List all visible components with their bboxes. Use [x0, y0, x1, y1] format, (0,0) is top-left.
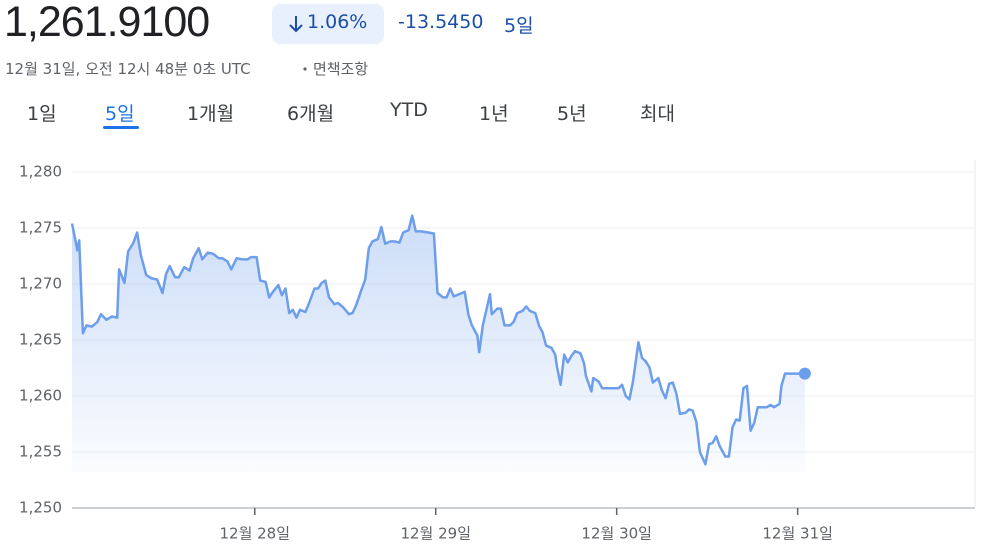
separator-dot — [303, 67, 307, 71]
y-tick-label: 1,260 — [19, 387, 62, 405]
change-period: 5일 — [504, 15, 534, 37]
x-tick-label: 12월 29일 — [400, 525, 471, 543]
price: 1,261.9100 — [4, 0, 210, 46]
y-tick-label: 1,250 — [19, 499, 62, 517]
range-tab[interactable]: 최대 — [640, 103, 675, 125]
x-tick-label: 12월 30일 — [581, 525, 652, 543]
range-tab[interactable]: 1일 — [27, 103, 57, 125]
down-arrow-icon — [289, 16, 303, 33]
y-tick-label: 1,265 — [19, 331, 62, 349]
y-tick-label: 1,275 — [19, 219, 62, 237]
y-tick-label: 1,255 — [19, 443, 62, 461]
disclaimer-link[interactable]: 면책조항 — [313, 60, 369, 78]
change-badge — [272, 4, 384, 44]
range-tab[interactable]: YTD — [390, 99, 428, 121]
area — [72, 215, 805, 472]
x-tick-label: 12월 31일 — [762, 525, 833, 543]
last-point — [798, 367, 811, 380]
range-tab[interactable]: 6개월 — [287, 103, 335, 125]
range-tab[interactable]: 5년 — [557, 103, 587, 125]
range-tab[interactable]: 1년 — [479, 103, 509, 125]
change-percent: 1.06% — [307, 11, 368, 33]
range-tab[interactable]: 5일 — [105, 103, 135, 125]
selected-underline — [103, 126, 139, 129]
y-tick-label: 1,270 — [19, 275, 62, 293]
timestamp: 12월 31일, 오전 12시 48분 0초 UTC — [5, 60, 251, 78]
change-value: -13.5450 — [398, 11, 484, 33]
range-tab[interactable]: 1개월 — [187, 103, 235, 125]
y-tick-label: 1,280 — [19, 163, 62, 181]
x-tick-label: 12월 28일 — [219, 525, 290, 543]
line — [70, 214, 805, 466]
